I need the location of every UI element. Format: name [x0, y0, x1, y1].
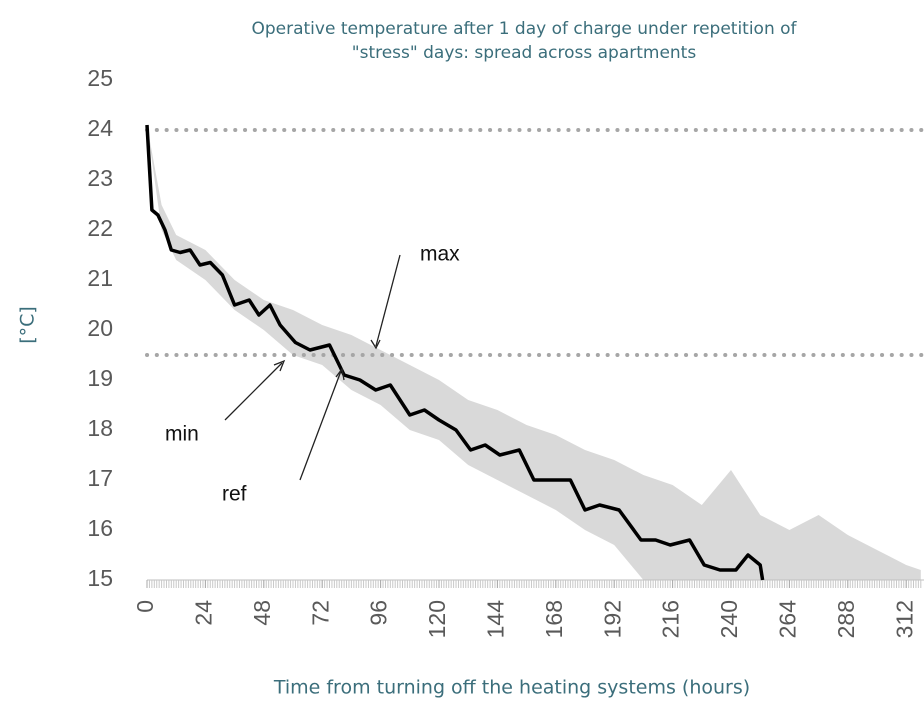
x-tick-label: 0: [132, 600, 158, 613]
annotation: max: [420, 243, 460, 266]
x-tick-label: 144: [482, 600, 508, 639]
y-tick-label: 20: [87, 315, 113, 341]
x-tick-label: 72: [307, 600, 333, 626]
y-tick-label: 21: [87, 265, 113, 291]
x-tick-label: 168: [541, 600, 567, 638]
arrow: [375, 254, 401, 347]
x-tick-label: 120: [424, 600, 450, 638]
annotation: ref: [222, 483, 247, 506]
arrow-head: [273, 359, 286, 372]
y-tick-label: 16: [87, 515, 113, 541]
y-tick-label: 22: [87, 215, 113, 241]
annotation: min: [165, 423, 199, 446]
x-tick-label: 192: [599, 600, 625, 638]
y-tick-label: 25: [87, 65, 113, 91]
y-tick-label: 19: [87, 365, 113, 391]
ref-line: [145, 124, 765, 581]
y-tick-label: 17: [87, 465, 113, 491]
plot-area: 15 16 17 18 19 20 21 22 23 24 25 0 24 48 72 96 120 144 168…: [87, 65, 924, 638]
y-tick-label: 15: [87, 565, 113, 591]
y-axis-label: [°C]: [17, 306, 39, 344]
annotations: [224, 254, 401, 481]
chart-title: Operative temperature after 1 day of cha…: [251, 19, 797, 39]
x-tick-label: 24: [190, 600, 216, 626]
x-tick-label: 288: [833, 600, 859, 638]
x-axis-label: Time from turning off the heating system…: [273, 677, 750, 699]
x-tick-label: 312: [891, 600, 917, 638]
x-tick-label: 48: [249, 600, 275, 626]
arrow: [224, 362, 283, 421]
y-tick-label: 23: [87, 165, 113, 191]
arrow-head: [335, 367, 345, 381]
x-tick-label: 96: [366, 600, 392, 626]
chart-title: "stress" days: spread across apartments: [352, 43, 697, 63]
y-tick-label: 24: [87, 115, 113, 141]
x-tick-label: 264: [774, 600, 800, 639]
x-tick-label: 240: [716, 600, 742, 638]
x-tick-label: 216: [658, 600, 684, 638]
y-tick-label: 18: [87, 415, 113, 441]
arrow-head: [370, 339, 381, 350]
arrow: [299, 370, 342, 481]
spread-band: [147, 125, 921, 580]
